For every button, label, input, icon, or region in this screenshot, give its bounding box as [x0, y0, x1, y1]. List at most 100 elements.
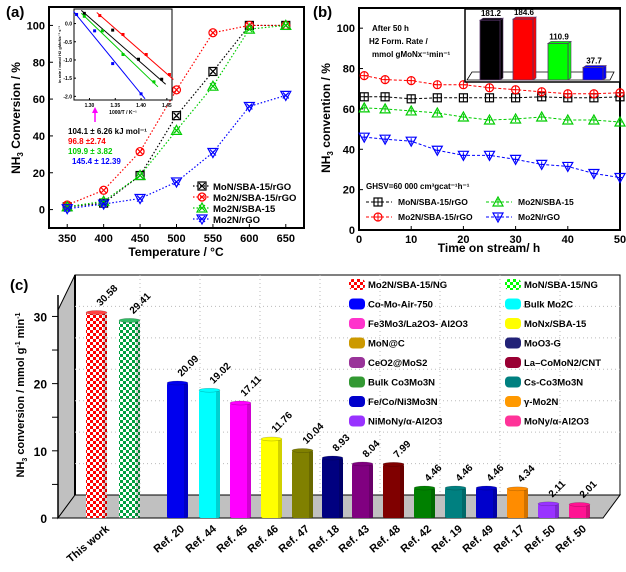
panel-a-data-point	[171, 111, 182, 121]
panel-c-bar	[322, 458, 343, 518]
panel-c-xtick-label: Ref. 20	[152, 523, 187, 555]
panel-c-bar-top	[166, 380, 189, 386]
panel-b-ytick: 80	[343, 64, 355, 76]
legend-swatch-icon	[505, 357, 521, 368]
panel-b-data-point	[615, 88, 625, 98]
activation-energy-label: 104.1 ± 6.26 kJ mol⁻¹	[68, 127, 147, 136]
panel-c-xtick-label: Ref. 50	[554, 523, 589, 555]
panel-c-bar-top	[198, 387, 221, 393]
inset-ytick: -1.5	[63, 76, 72, 82]
legend-swatch-icon	[349, 396, 365, 407]
inset-xtick: 1.45	[162, 103, 172, 109]
panel-c-bar	[86, 312, 107, 518]
panel-c-bar	[261, 438, 282, 518]
panel-b-plot-frame	[358, 7, 621, 231]
panel-c-bar	[292, 450, 313, 518]
panel-c-xtick-label: Ref. 45	[215, 523, 250, 555]
panel-c-bar-top	[413, 485, 436, 491]
panel-b-data-point	[509, 154, 522, 166]
panel-b-data-point	[379, 102, 392, 114]
panel-a-legend-label: Mo2N/SBA-15/rGO	[213, 193, 296, 204]
panel-c-bar-top	[537, 501, 560, 507]
panel-c-legend-label: NiMoNy/α-Al2O3	[368, 417, 442, 428]
legend-marker-icon	[197, 181, 207, 191]
panel-c-bar	[445, 488, 466, 518]
legend-swatch-icon	[505, 337, 521, 349]
panel-a-ytick: 80	[33, 57, 45, 69]
legend-marker-icon	[491, 195, 505, 207]
panel-b-data-point	[431, 145, 444, 157]
legend-swatch-icon	[505, 279, 521, 290]
panel-a-data-point	[206, 79, 219, 91]
panel-c-xtick-label: Ref. 50	[523, 523, 558, 555]
panel-b-data-point	[535, 110, 548, 122]
panel-b-data-point	[379, 134, 392, 146]
panel-b-data-point	[431, 106, 444, 118]
h2-rate-label: H2 Form. Rate /	[369, 37, 428, 46]
panel-c-left-wall	[57, 274, 76, 520]
panel-b: (b) 0 10 20 30 40 50 0 20 40 60 80 100 Time on stre…	[313, 4, 626, 255]
panel-b-label: (b)	[313, 4, 332, 21]
panel-b-ytick: 100	[337, 23, 355, 35]
panel-a-label: (a)	[6, 4, 24, 21]
panel-a-data-point	[61, 204, 74, 215]
panel-c-bar	[476, 488, 497, 518]
inset-point	[100, 29, 104, 33]
legend-swatch-icon	[349, 318, 365, 329]
panel-b-ytick: 60	[343, 104, 355, 116]
inset-bar	[582, 67, 604, 81]
panel-a-data-point	[208, 66, 218, 77]
panel-b-data-point	[561, 161, 574, 173]
panel-c-xtick-label: This work	[65, 523, 113, 566]
panel-b-data-point	[587, 168, 600, 180]
legend-marker-icon	[195, 201, 209, 213]
panel-b-xtick: 50	[614, 234, 626, 246]
legend-marker-icon	[373, 212, 383, 222]
panel-a-ytick: 60	[33, 94, 45, 106]
panel-b-data-point	[613, 172, 626, 184]
panel-a-xtick: 600	[240, 233, 258, 245]
panel-b-data-point	[510, 85, 521, 95]
panel-b-data-point	[483, 113, 496, 125]
ghsv-label: GHSV=60 000 cm³gcat⁻¹h⁻¹	[366, 182, 470, 191]
inset-xlabel: 1000/T / K⁻¹	[109, 110, 137, 116]
inset-fit-line	[73, 11, 146, 100]
panel-b-data-point	[561, 113, 574, 125]
panel-c-ytick: 20	[34, 378, 48, 392]
inset-bar	[479, 19, 501, 81]
inset-point	[139, 92, 143, 96]
panel-c-legend-label: Fe/Co/Ni3Mo3N	[368, 397, 438, 408]
inset-bar-side	[602, 64, 607, 81]
inset-point	[98, 14, 102, 18]
inset-xtick: 1.30	[85, 103, 95, 109]
panel-b-data-point	[458, 80, 468, 90]
panel-a-ylabel: NH3 Conversion / %	[9, 62, 25, 174]
panel-a-data-point	[170, 177, 183, 189]
panel-a-xtick: 350	[58, 233, 76, 245]
panel-a-xtick: 650	[277, 233, 295, 245]
legend-marker-icon	[491, 212, 505, 224]
panel-b-xlabel: Time on stream/ h	[438, 241, 540, 255]
inset-ytick: -1.0	[63, 58, 72, 64]
panel-c-legend-label: MoO3-G	[524, 339, 561, 350]
panel-a: (a) 350 400 450 500 550 600 650 0 20 40 60 80 100 Te…	[6, 4, 305, 259]
panel-a-ytick: 100	[27, 20, 45, 32]
panel-b-ytick: 20	[343, 185, 355, 197]
panel-a-data-point	[243, 22, 256, 34]
panel-b-data-point	[484, 83, 495, 93]
panel-b-data-point	[537, 87, 547, 97]
activation-energy-label: 96.8 ±2.74	[68, 137, 106, 146]
panel-c-bar-shade	[586, 504, 590, 518]
legend-swatch-icon	[505, 376, 521, 388]
panel-c-bar-shade	[493, 488, 497, 518]
panel-b-data-point	[483, 150, 496, 162]
panel-b-data-point	[509, 112, 522, 124]
inset-point	[111, 28, 115, 32]
inset-ytick: 0.0	[65, 22, 72, 28]
legend-swatch-icon	[349, 298, 365, 310]
panel-c-bar-top	[291, 448, 314, 453]
panel-b-xtick: 0	[356, 234, 362, 246]
panel-a-data-point	[208, 28, 218, 38]
